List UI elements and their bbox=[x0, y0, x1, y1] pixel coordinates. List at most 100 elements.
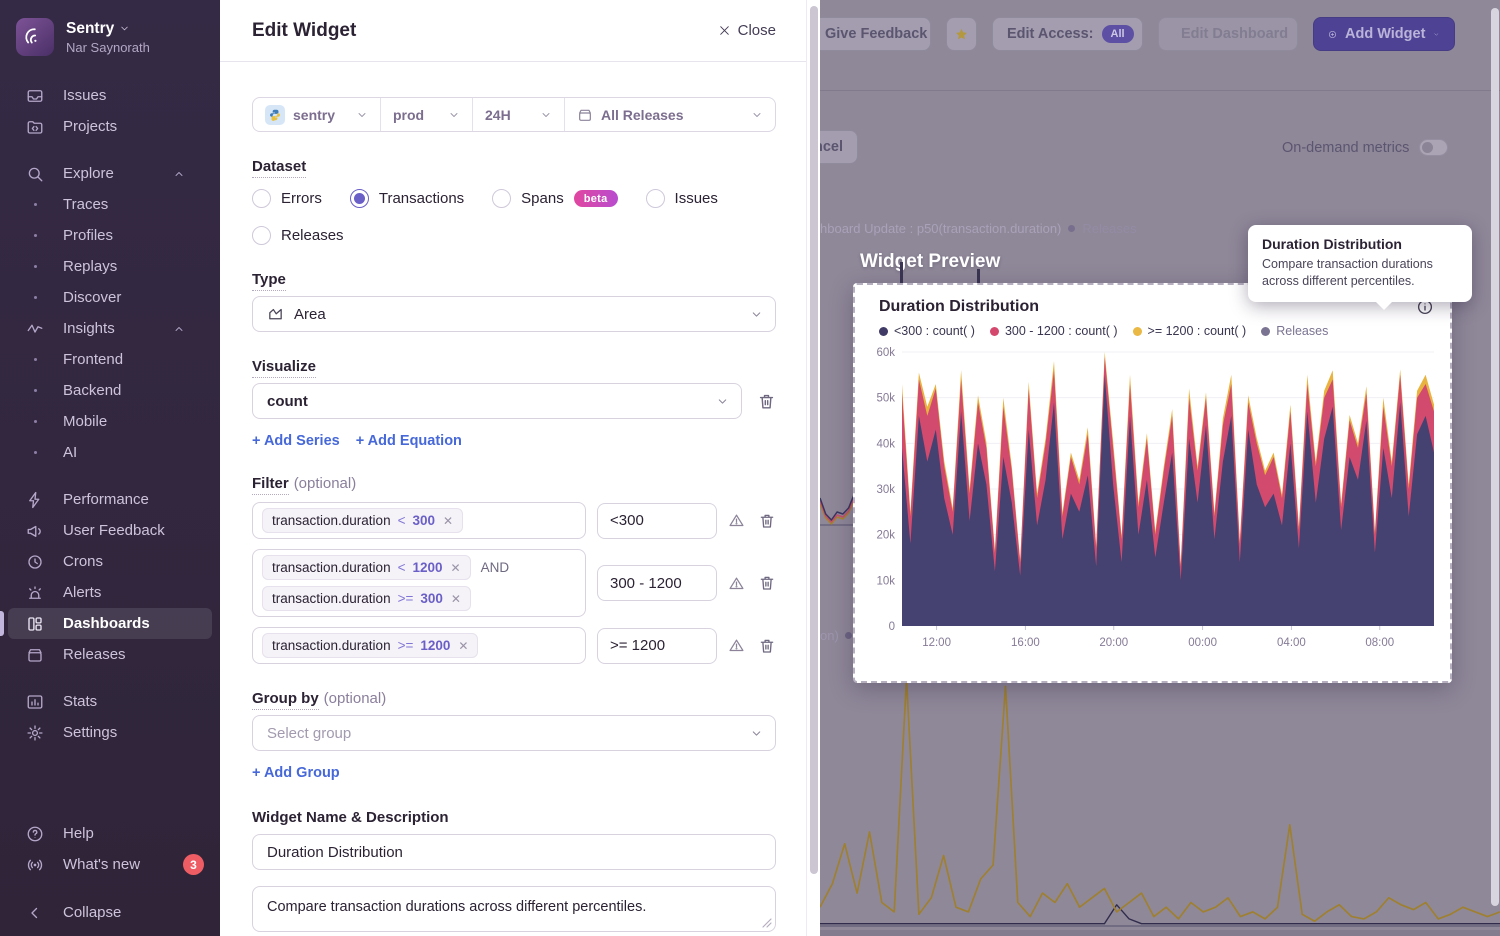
type-select[interactable]: Area bbox=[252, 296, 776, 332]
sidebar-item-label: User Feedback bbox=[63, 522, 165, 539]
sidebar-item-replays[interactable]: Replays bbox=[0, 251, 220, 282]
sidebar-item-discover[interactable]: Discover bbox=[0, 282, 220, 313]
legend-item[interactable]: 300 - 1200 : count( ) bbox=[989, 324, 1118, 338]
sidebar-item-backend[interactable]: Backend bbox=[0, 375, 220, 406]
bg-chart-spike-fragment bbox=[977, 269, 980, 283]
filter-key: transaction.duration bbox=[272, 591, 391, 606]
edit-access-button[interactable]: Edit Access: All bbox=[992, 17, 1143, 51]
filter-condition-box[interactable]: transaction.duration <1200 ✕ AND transaction… bbox=[252, 549, 586, 617]
sidebar-item-traces[interactable]: Traces bbox=[0, 189, 220, 220]
sidebar-item-explore[interactable]: Explore bbox=[0, 158, 220, 189]
filter-chip[interactable]: transaction.duration <300 ✕ bbox=[262, 508, 464, 533]
dataset-option-issues[interactable]: Issues bbox=[645, 189, 718, 208]
delete-visualize-icon[interactable] bbox=[757, 392, 776, 411]
org-switcher[interactable]: Sentry Nar Saynorath bbox=[0, 0, 220, 56]
sidebar-item-alerts[interactable]: Alerts bbox=[0, 577, 220, 608]
sidebar-item-help[interactable]: Help bbox=[0, 818, 220, 849]
resize-handle-icon[interactable] bbox=[762, 918, 772, 928]
remove-filter-icon[interactable]: ✕ bbox=[450, 591, 461, 606]
edit-dashboard-button[interactable]: Edit Dashboard bbox=[1158, 17, 1298, 51]
sidebar-nav: Issues Projects Explore Traces Profiles Repla… bbox=[0, 80, 220, 748]
releases-select[interactable]: All Releases bbox=[565, 98, 775, 131]
filter-chip[interactable]: transaction.duration >= 300 ✕ bbox=[262, 586, 471, 611]
delete-filter-icon[interactable] bbox=[758, 512, 776, 530]
cancel-button[interactable]: Cancel bbox=[820, 130, 858, 164]
add-group-link[interactable]: + Add Group bbox=[252, 765, 340, 781]
sidebar-item-label: Alerts bbox=[63, 584, 102, 601]
dataset-option-spans[interactable]: Spans beta bbox=[492, 189, 618, 208]
filter-alias-input[interactable] bbox=[597, 502, 717, 539]
legend-item[interactable]: <300 : count( ) bbox=[879, 324, 975, 338]
sidebar-collapse-button[interactable]: Collapse bbox=[0, 897, 220, 928]
widget-description-textarea[interactable]: Compare transaction durations across dif… bbox=[252, 886, 776, 932]
svg-text:04:00: 04:00 bbox=[1277, 637, 1306, 649]
remove-filter-icon[interactable]: ✕ bbox=[450, 560, 461, 575]
sidebar-item-crons[interactable]: Crons bbox=[0, 546, 220, 577]
sidebar-item-performance[interactable]: Performance bbox=[0, 484, 220, 515]
filter-chip[interactable]: transaction.duration >= 1200 ✕ bbox=[262, 633, 479, 658]
legend-item[interactable]: Releases bbox=[1261, 324, 1328, 338]
group-by-select[interactable]: Select group bbox=[252, 715, 776, 751]
radio-releases[interactable] bbox=[252, 226, 271, 245]
help-icon bbox=[27, 826, 43, 841]
sidebar-item-profiles[interactable]: Profiles bbox=[0, 220, 220, 251]
widget-name-input[interactable] bbox=[252, 834, 776, 870]
sidebar-item-what-s-new[interactable]: What's new 3 bbox=[0, 849, 220, 880]
sidebar-item-stats[interactable]: Stats bbox=[0, 686, 220, 717]
delete-filter-icon[interactable] bbox=[758, 637, 776, 655]
tooltip-body: Compare transaction durations across dif… bbox=[1262, 257, 1433, 288]
filter-alias-input[interactable] bbox=[597, 565, 717, 601]
issues-icon bbox=[27, 89, 43, 102]
page-scrollbar-thumb[interactable] bbox=[1491, 8, 1499, 906]
whats-new-badge: 3 bbox=[183, 854, 204, 875]
sidebar-item-user-feedback[interactable]: User Feedback bbox=[0, 515, 220, 546]
radio-issues[interactable] bbox=[645, 189, 665, 208]
on-demand-toggle[interactable] bbox=[1419, 139, 1449, 156]
sidebar-item-dashboards[interactable]: Dashboards bbox=[0, 608, 212, 639]
sidebar-item-mobile[interactable]: Mobile bbox=[0, 406, 220, 437]
sidebar-item-label: Insights bbox=[63, 320, 115, 337]
remove-filter-icon[interactable]: ✕ bbox=[458, 638, 469, 653]
add-series-link[interactable]: + Add Series bbox=[252, 433, 340, 449]
sidebar-item-releases[interactable]: Releases bbox=[0, 639, 220, 670]
delete-filter-icon[interactable] bbox=[758, 574, 776, 592]
sidebar-item-issues[interactable]: Issues bbox=[0, 80, 220, 111]
close-button[interactable]: Close bbox=[718, 22, 776, 39]
bg-chart-spike-fragment bbox=[900, 262, 903, 283]
visualize-select[interactable]: count bbox=[252, 383, 742, 419]
add-equation-link[interactable]: + Add Equation bbox=[355, 433, 462, 449]
sidebar-item-label: Traces bbox=[63, 196, 109, 213]
sidebar-item-label: Replays bbox=[63, 258, 118, 275]
filter-condition-box[interactable]: transaction.duration >= 1200 ✕ bbox=[252, 627, 586, 664]
environment-select[interactable]: prod bbox=[381, 98, 473, 131]
dataset-option-errors[interactable]: Errors bbox=[252, 189, 322, 208]
visualize-label: Visualize bbox=[252, 358, 776, 378]
give-feedback-button[interactable]: Give Feedback bbox=[820, 17, 931, 51]
favorite-dashboard-button[interactable] bbox=[946, 17, 977, 51]
add-widget-button[interactable]: Add Widget bbox=[1313, 17, 1455, 51]
background-widget-line-chart bbox=[820, 683, 1500, 927]
project-select[interactable]: sentry bbox=[253, 98, 381, 131]
sidebar-item-label: Dashboards bbox=[63, 615, 150, 632]
filter-chip[interactable]: transaction.duration <1200 ✕ bbox=[262, 555, 471, 580]
period-select[interactable]: 24H bbox=[473, 98, 565, 131]
sidebar-item-ai[interactable]: AI bbox=[0, 437, 220, 468]
radio-spans[interactable] bbox=[492, 189, 512, 208]
filter-alias-input[interactable] bbox=[597, 627, 717, 664]
panel-scrollbar-thumb[interactable] bbox=[810, 6, 818, 874]
filter-condition-box[interactable]: transaction.duration <300 ✕ bbox=[252, 502, 586, 539]
radio-transactions[interactable] bbox=[349, 189, 369, 208]
radio-errors[interactable] bbox=[252, 189, 271, 208]
legend-item[interactable]: >= 1200 : count( ) bbox=[1132, 324, 1246, 338]
dataset-option-releases[interactable]: Releases bbox=[252, 226, 344, 245]
sidebar-item-frontend[interactable]: Frontend bbox=[0, 344, 220, 375]
python-platform-icon bbox=[265, 104, 285, 125]
dataset-option-transactions[interactable]: Transactions bbox=[349, 189, 464, 208]
background-widget-chart-fragment bbox=[820, 493, 861, 526]
sidebar-item-projects[interactable]: Projects bbox=[0, 111, 220, 142]
sidebar-item-settings[interactable]: Settings bbox=[0, 717, 220, 748]
sidebar-item-insights[interactable]: Insights bbox=[0, 313, 220, 344]
widget-preview-card[interactable]: Duration Distribution <300 : count( ) 300… bbox=[853, 283, 1452, 683]
svg-text:30k: 30k bbox=[876, 484, 895, 496]
remove-filter-icon[interactable]: ✕ bbox=[443, 513, 454, 528]
